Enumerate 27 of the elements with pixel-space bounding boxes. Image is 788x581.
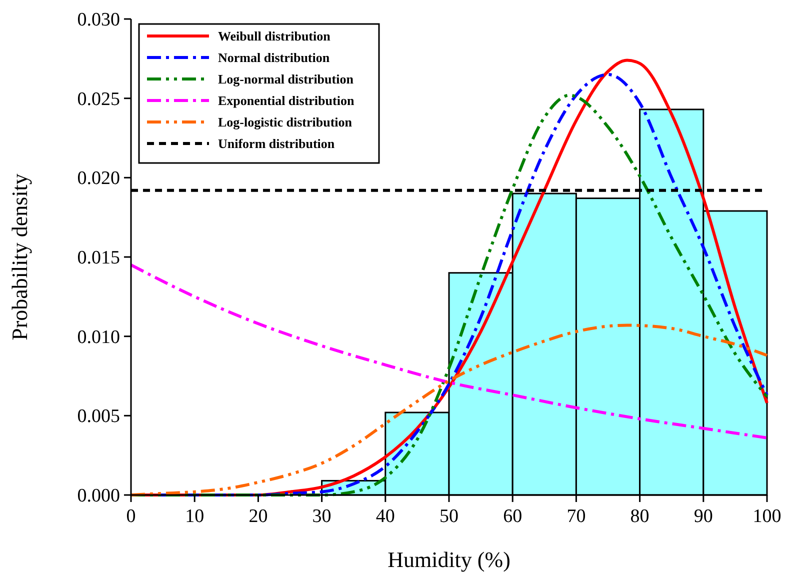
legend-label: Weibull distribution	[218, 28, 332, 44]
legend-label: Log-logistic distribution	[218, 114, 353, 130]
y-tick-label: 0.015	[77, 248, 120, 268]
x-tick-label: 30	[312, 506, 332, 527]
y-tick-label: 0.010	[77, 326, 120, 348]
x-tick-label: 100	[752, 506, 782, 527]
line-series	[130, 263, 768, 440]
x-tick-label: 90	[694, 506, 713, 527]
x-axis-title: Humidity (%)	[388, 547, 510, 572]
x-tick-label: 0	[126, 506, 136, 527]
y-tick-label: 0.020	[77, 168, 120, 190]
x-tick-label: 20	[248, 506, 268, 527]
x-tick-label: 60	[503, 506, 522, 527]
x-tick-label: 70	[566, 506, 586, 527]
legend-label: Uniform distribution	[218, 136, 336, 151]
x-tick-label: 80	[630, 506, 650, 527]
x-tick-label: 50	[440, 506, 458, 527]
legend-label: Normal distribution	[218, 50, 330, 65]
y-tick-label: 0.030	[77, 10, 120, 30]
legend-label: Exponential distribution	[218, 93, 355, 108]
legend-label: Log-normal distribution	[218, 72, 354, 86]
y-tick-label: 0.025	[77, 88, 120, 110]
x-tick-label: 10	[185, 506, 204, 527]
x-tick-label: 40	[376, 506, 395, 527]
y-axis-title: Probability density	[7, 174, 32, 340]
y-tick-label: 0.005	[77, 406, 120, 428]
y-tick-label: 0.000	[77, 486, 120, 506]
